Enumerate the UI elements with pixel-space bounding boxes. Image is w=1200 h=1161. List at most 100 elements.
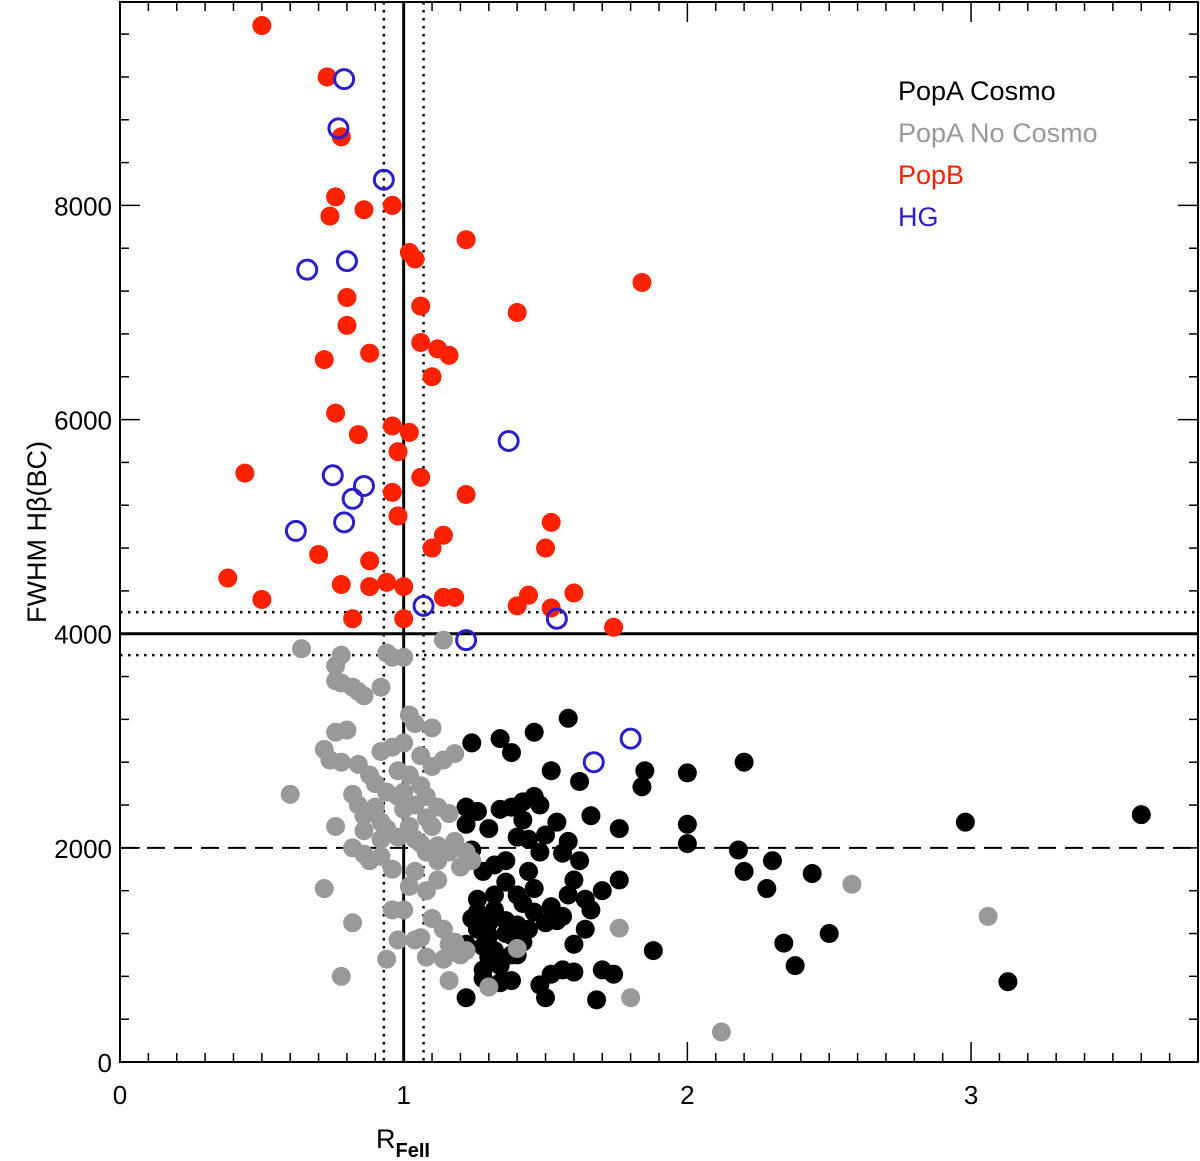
point-popb-28	[382, 482, 402, 502]
point-popb-12	[411, 296, 431, 316]
point-popa-no-cosmo-16	[331, 752, 351, 772]
point-popb-40	[377, 572, 397, 592]
point-popa-cosmo-92	[558, 885, 578, 905]
point-popa-cosmo-31	[575, 919, 595, 939]
point-popa-no-cosmo-98	[411, 928, 431, 948]
point-popa-no-cosmo-99	[456, 941, 476, 961]
legend-entry-popa-no-cosmo: PopA No Cosmo	[898, 118, 1098, 148]
point-popa-no-cosmo-82	[411, 834, 431, 854]
point-popa-no-cosmo-95	[399, 816, 419, 836]
point-popa-cosmo-61	[570, 771, 590, 791]
point-popa-cosmo-54	[570, 851, 590, 871]
point-popa-cosmo-66	[677, 763, 697, 783]
point-popa-cosmo-89	[456, 797, 476, 817]
point-popa-no-cosmo-64	[314, 879, 334, 899]
point-popb-17	[439, 345, 459, 365]
point-popa-no-cosmo-96	[445, 831, 465, 851]
point-popa-cosmo-88	[479, 926, 499, 946]
tick-labels: 0 1 2 3 0 2000 4000 6000 8000	[54, 191, 978, 1110]
point-popb-33	[422, 538, 442, 558]
point-popa-cosmo-0	[456, 988, 476, 1008]
point-popb-19	[314, 350, 334, 370]
point-popa-cosmo-76	[785, 956, 805, 976]
point-popa-cosmo-77	[802, 864, 822, 884]
point-hg-3	[296, 258, 319, 281]
point-popa-no-cosmo-93	[416, 808, 436, 828]
point-popb-3	[326, 187, 346, 207]
plot-frame	[119, 1, 1199, 1063]
point-popb-15	[411, 332, 431, 352]
point-hg-8	[341, 487, 364, 510]
point-popb-44	[445, 587, 465, 607]
point-popa-cosmo-57	[501, 743, 521, 763]
point-popa-no-cosmo-85	[354, 821, 374, 841]
point-popb-0	[252, 16, 272, 36]
point-popa-no-cosmo-51	[360, 851, 380, 871]
point-hg-2	[372, 168, 395, 191]
point-hg-11	[412, 594, 435, 617]
point-popa-cosmo-100	[547, 911, 567, 931]
point-popa-cosmo-99	[507, 915, 527, 935]
point-popa-cosmo-68	[677, 834, 697, 854]
point-hg-6	[321, 464, 344, 487]
point-popa-no-cosmo-76	[354, 806, 374, 826]
point-popa-cosmo-94	[530, 795, 550, 815]
point-popa-no-cosmo-92	[405, 861, 425, 881]
point-popa-cosmo-60	[558, 708, 578, 728]
point-popb-47	[541, 598, 561, 618]
point-popb-9	[456, 230, 476, 250]
point-popa-cosmo-34	[609, 870, 629, 890]
point-popa-cosmo-93	[575, 889, 595, 909]
data-points	[218, 16, 1151, 1042]
point-popa-no-cosmo-6	[371, 677, 391, 697]
point-popb-4	[320, 206, 340, 226]
point-popa-cosmo-49	[513, 810, 533, 830]
point-popa-cosmo-82	[484, 885, 504, 905]
point-popa-no-cosmo-88	[439, 934, 459, 954]
point-popa-no-cosmo-87	[411, 746, 431, 766]
point-popa-cosmo-27	[524, 879, 544, 899]
point-popa-cosmo-74	[757, 879, 777, 899]
point-popa-no-cosmo-61	[433, 949, 453, 969]
legend: PopA Cosmo PopA No Cosmo PopB HG	[898, 76, 1098, 232]
point-popa-cosmo-70	[728, 840, 748, 860]
point-popa-cosmo-26	[513, 894, 533, 914]
point-popa-cosmo-53	[558, 831, 578, 851]
point-popa-no-cosmo-34	[439, 804, 459, 824]
point-popa-cosmo-44	[456, 814, 476, 834]
point-popa-cosmo-14	[530, 975, 550, 995]
x-axis-title-sub: FeII	[396, 1140, 430, 1161]
y-tick-label-0: 0	[98, 1048, 112, 1078]
point-popa-no-cosmo-60	[416, 947, 436, 967]
point-popa-no-cosmo-77	[428, 836, 448, 856]
point-popb-18	[360, 343, 380, 363]
y-tick-label-1: 2000	[54, 834, 112, 864]
point-popb-26	[235, 463, 255, 483]
point-popa-no-cosmo-69	[609, 918, 629, 938]
point-popa-cosmo-10	[564, 962, 584, 982]
point-popa-cosmo-39	[507, 827, 527, 847]
point-popb-49	[343, 609, 363, 629]
point-popa-no-cosmo-81	[445, 744, 465, 764]
point-popb-13	[507, 303, 527, 323]
point-popb-48	[564, 583, 584, 603]
point-popa-cosmo-95	[513, 792, 533, 812]
point-popa-no-cosmo-58	[388, 930, 408, 950]
axes	[119, 1, 1199, 1063]
point-popa-no-cosmo-30	[394, 782, 414, 802]
point-popa-no-cosmo-66	[439, 971, 459, 991]
point-popb-22	[382, 416, 402, 436]
y-tick-label-3: 6000	[54, 406, 112, 436]
point-popa-cosmo-58	[490, 729, 510, 749]
point-popa-cosmo-78	[819, 924, 839, 944]
point-popa-no-cosmo-65	[331, 966, 351, 986]
point-hg-14	[582, 751, 605, 774]
point-popa-no-cosmo-91	[388, 761, 408, 781]
point-popa-no-cosmo-97	[371, 812, 391, 832]
point-popa-cosmo-96	[484, 941, 504, 961]
point-popb-31	[541, 512, 561, 532]
x-axis-title-main: R	[376, 1124, 396, 1154]
point-popa-no-cosmo-13	[326, 722, 346, 742]
